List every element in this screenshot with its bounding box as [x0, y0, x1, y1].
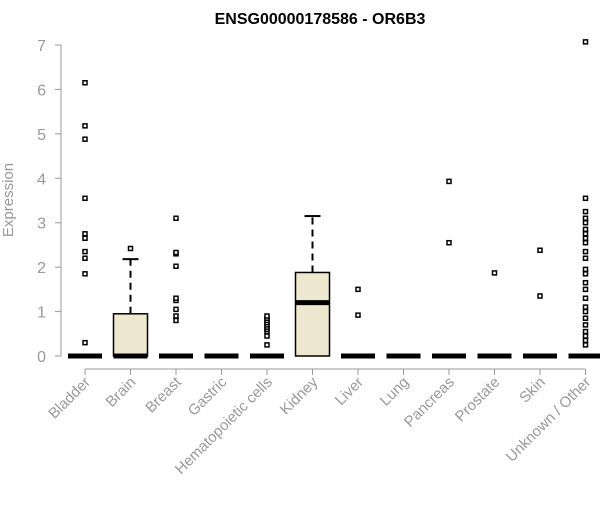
- box-outlier: [584, 267, 588, 271]
- box-outlier: [584, 241, 588, 245]
- y-tick-label: 1: [37, 305, 46, 322]
- box-outlier: [174, 296, 178, 300]
- box-outlier: [584, 338, 588, 342]
- x-tick-label: Bladder: [45, 374, 94, 423]
- box-outlier: [584, 221, 588, 225]
- box-group: [114, 246, 148, 356]
- x-tick-label: Unknown / Other: [503, 374, 595, 466]
- box-group: [478, 271, 512, 356]
- y-tick-label: 3: [37, 216, 46, 233]
- box-outlier: [83, 250, 87, 254]
- box-outlier: [174, 216, 178, 220]
- box-series: [68, 40, 600, 356]
- box-outlier: [356, 287, 360, 291]
- x-tick-label: Breast: [142, 373, 185, 416]
- box-outlier: [265, 334, 269, 338]
- box-outlier: [83, 81, 87, 85]
- box-outlier: [83, 256, 87, 260]
- y-tick-label: 6: [37, 82, 46, 99]
- x-tick-label: Pancreas: [401, 374, 458, 431]
- chart-title: ENSG00000178586 - OR6B3: [215, 11, 426, 28]
- box-group: [432, 179, 466, 356]
- box-outlier: [174, 250, 178, 254]
- box-outlier: [584, 330, 588, 334]
- y-tick-label: 7: [37, 38, 46, 55]
- box-outlier: [584, 250, 588, 254]
- box-body: [114, 314, 148, 356]
- box-group: [296, 216, 330, 356]
- box-outlier: [584, 305, 588, 309]
- box-outlier: [584, 216, 588, 220]
- box-outlier: [83, 272, 87, 276]
- box-outlier: [584, 310, 588, 314]
- box-outlier: [447, 241, 451, 245]
- y-tick-label: 4: [37, 171, 46, 188]
- y-tick-label: 0: [37, 349, 46, 366]
- box-outlier: [584, 316, 588, 320]
- box-group: [523, 248, 557, 356]
- box-outlier: [584, 281, 588, 285]
- y-tick-label: 2: [37, 260, 46, 277]
- box-outlier: [584, 196, 588, 200]
- box-outlier: [584, 334, 588, 338]
- box-outlier: [584, 256, 588, 260]
- x-tick-label: Lung: [377, 374, 413, 410]
- box-outlier: [584, 323, 588, 327]
- box-outlier: [584, 227, 588, 231]
- x-tick-label: Liver: [332, 374, 367, 409]
- x-tick-label: Kidney: [277, 373, 322, 418]
- box-outlier: [584, 210, 588, 214]
- box-outlier: [265, 314, 269, 318]
- box-outlier: [83, 137, 87, 141]
- box-group: [341, 287, 375, 356]
- box-group: [159, 216, 193, 356]
- box-outlier: [538, 248, 542, 252]
- box-outlier: [174, 264, 178, 268]
- box-outlier: [493, 271, 497, 275]
- box-outlier: [584, 287, 588, 291]
- box-outlier: [83, 196, 87, 200]
- box-outlier: [447, 179, 451, 183]
- y-tick-label: 5: [37, 127, 46, 144]
- y-axis-label: Expression: [0, 163, 17, 237]
- box-outlier: [265, 343, 269, 347]
- box-group: [569, 40, 600, 356]
- x-tick-label: Prostate: [452, 374, 504, 426]
- box-outlier: [584, 272, 588, 276]
- box-outlier: [584, 40, 588, 44]
- box-outlier: [356, 313, 360, 317]
- box-outlier: [83, 236, 87, 240]
- y-axis: 0 1 2 3 4 5 6 7: [37, 38, 61, 366]
- box-group: [250, 314, 284, 356]
- box-outlier: [538, 294, 542, 298]
- box-outlier: [174, 314, 178, 318]
- box-outlier: [83, 124, 87, 128]
- box-outlier: [174, 318, 178, 322]
- box-group: [68, 81, 102, 356]
- box-outlier: [584, 232, 588, 236]
- box-outlier: [174, 307, 178, 311]
- x-tick-label: Brain: [103, 374, 140, 411]
- box-outlier: [129, 246, 133, 250]
- box-outlier: [584, 343, 588, 347]
- box-body: [296, 272, 330, 356]
- x-tick-label: Skin: [516, 374, 549, 407]
- box-outlier: [83, 341, 87, 345]
- box-outlier: [83, 232, 87, 236]
- box-outlier: [584, 296, 588, 300]
- box-outlier: [584, 236, 588, 240]
